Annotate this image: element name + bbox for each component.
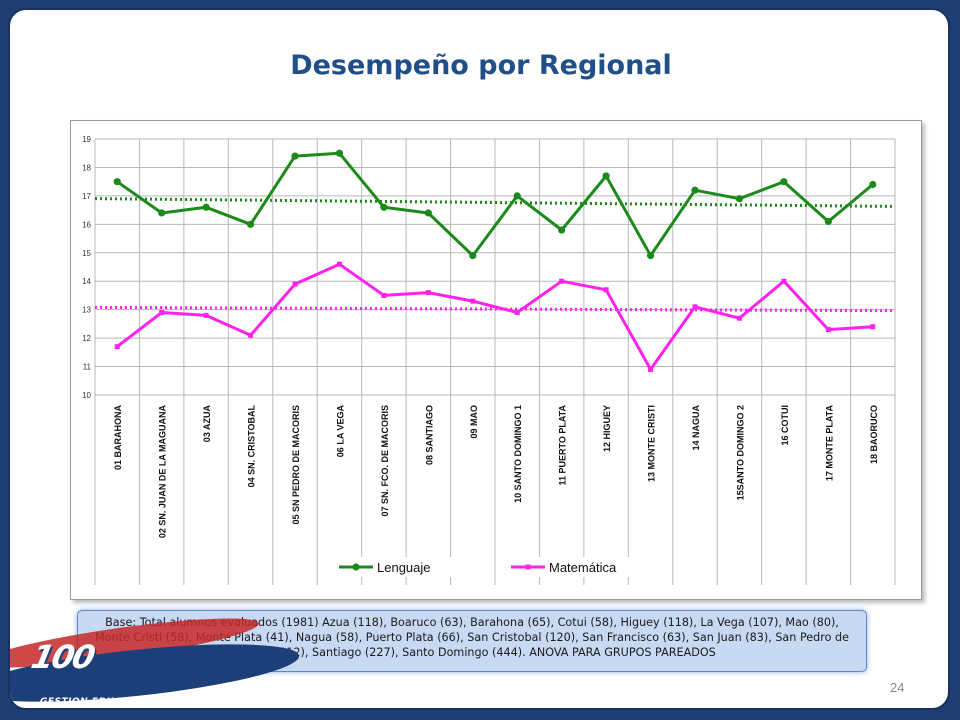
data-point-lenguaje (513, 192, 521, 200)
x-tick-label: 01 BARAHONA (113, 405, 123, 471)
y-tick-label: 15 (82, 249, 91, 258)
data-point-lenguaje (202, 203, 210, 211)
data-point-matematica (470, 298, 476, 304)
x-tick-label: 03 AZUA (202, 405, 212, 443)
data-point-matematica (381, 292, 387, 298)
x-tick-label: 02 SN. JUAN DE LA MAGUANA (158, 405, 168, 539)
y-tick-label: 18 (82, 163, 91, 172)
data-point-matematica (781, 278, 787, 284)
data-point-lenguaje (735, 195, 744, 203)
data-point-matematica (692, 304, 698, 310)
data-point-lenguaje (646, 252, 655, 260)
x-tick-label: 04 SN. CRISTOBAL (247, 405, 257, 488)
series-line-lenguaje (116, 151, 874, 258)
data-point-matematica (736, 315, 742, 321)
legend-marker (525, 564, 531, 570)
line-chart: 10 11 12 13 14 15 16 17 18 19 01 BARAHONA 02 SN. JU… (82, 135, 896, 585)
x-tick-label: 16 COTUI (780, 405, 790, 446)
data-point-matematica (425, 290, 431, 296)
x-tick-label: 05 SN PEDRO DE MACORIS (291, 405, 301, 525)
data-point-lenguaje (424, 209, 432, 217)
legend-label: Matemática (549, 560, 617, 575)
legend-bg (507, 557, 647, 577)
data-point-lenguaje (869, 180, 877, 189)
x-tick-label: 12 HIGUEY (602, 405, 612, 452)
data-point-matematica (248, 332, 254, 338)
data-point-matematica (559, 278, 565, 284)
data-point-lenguaje (291, 152, 299, 160)
data-point-matematica (292, 281, 298, 287)
x-tick-label: 18 BAORUCO (869, 405, 879, 464)
y-tick-label: 16 (82, 220, 91, 229)
data-point-matematica (114, 344, 120, 350)
x-tick-label: 06 LA VEGA (335, 405, 345, 458)
y-tick-label: 19 (82, 135, 91, 144)
data-point-lenguaje (780, 178, 788, 186)
page-title: Desempeño por Regional (290, 50, 672, 81)
base-note-text: Base: Total alumnos evaluados (1981) Azu… (94, 616, 850, 659)
data-point-lenguaje (380, 203, 388, 211)
y-tick-label: 13 (82, 306, 91, 315)
logo-number: 100 (27, 638, 97, 676)
x-tick-label: 08 SANTIAGO (424, 405, 434, 465)
legend-bg (335, 557, 475, 577)
y-tick-label: 10 (82, 391, 91, 400)
data-point-matematica (514, 310, 520, 316)
data-point-matematica (203, 312, 209, 318)
data-point-lenguaje (558, 226, 566, 234)
data-point-matematica (648, 366, 654, 372)
data-point-lenguaje (335, 149, 344, 157)
trendline-lenguaje (94, 197, 896, 208)
legend-label: Lenguaje (377, 560, 431, 575)
trendline-matematica (94, 305, 896, 313)
data-point-matematica (336, 261, 342, 267)
data-point-lenguaje (824, 217, 832, 226)
page-number: 24 (890, 680, 905, 695)
x-tick-label: 10 SANTO DOMINGO 1 (513, 405, 523, 503)
chart-frame: 10 11 12 13 14 15 16 17 18 19 01 BARAHONA 02 SN. JU… (70, 120, 922, 600)
x-tick-label: 09 MAO (469, 405, 479, 439)
data-point-matematica (159, 310, 165, 316)
x-tick-label: 13 MONTE CRISTI (647, 405, 657, 482)
x-tick-label: 14 NAGUA (691, 405, 701, 451)
data-point-matematica (825, 327, 831, 333)
data-point-lenguaje (158, 209, 166, 217)
data-point-lenguaje (113, 178, 121, 186)
data-point-matematica (870, 324, 876, 330)
data-point-matematica (603, 287, 609, 293)
data-point-lenguaje (246, 220, 255, 228)
data-point-lenguaje (469, 252, 477, 260)
logo-text: GESTION EDUCATIVA 2008 2012 (40, 697, 215, 707)
legend-marker (352, 563, 360, 571)
data-point-lenguaje (691, 186, 699, 194)
x-tick-label: 11 PUERTO PLATA (558, 405, 568, 486)
y-tick-label: 12 (82, 334, 91, 343)
y-tick-label: 17 (82, 192, 91, 201)
slide: Desempeño por Regional 10 11 12 13 14 15 16 17 1… (8, 8, 950, 710)
x-tick-label: 15SANTO DOMINGO 2 (735, 405, 745, 500)
y-tick-label: 14 (82, 277, 91, 286)
x-tick-label: 07 SN. FCO. DE MACORIS (380, 405, 390, 517)
x-tick-label: 17 MONTE PLATA (824, 405, 834, 482)
data-point-lenguaje (602, 172, 610, 180)
series-line-matematica (116, 262, 873, 371)
y-tick-label: 11 (83, 363, 92, 372)
